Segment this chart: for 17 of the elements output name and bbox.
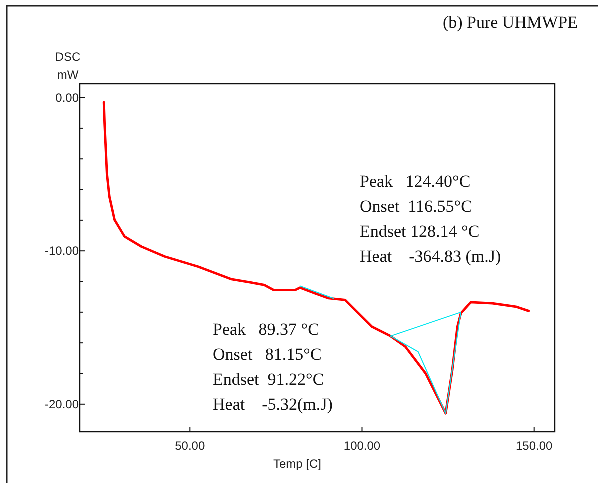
annotation: Peak 124.40°C xyxy=(360,172,471,191)
y-tick-label: -20.00 xyxy=(44,397,80,412)
annotation: Endset 128.14 °C xyxy=(360,222,480,241)
y-axis-title: DSC mW xyxy=(55,50,81,82)
chart-title: (b) Pure UHMWPE xyxy=(442,13,578,32)
x-tick-label: 150.00 xyxy=(516,439,554,453)
annotation: Heat -364.83 (m.J) xyxy=(360,247,502,266)
y-tick-label: -10.00 xyxy=(44,244,80,258)
annotation: Peak 89.37 °C xyxy=(213,320,320,339)
annotation: Onset 81.15°C xyxy=(213,345,322,364)
x-axis-title: Temp [C] xyxy=(273,457,322,471)
y-tick-label: 0.00 xyxy=(56,90,80,105)
annotation: Endset 91.22°C xyxy=(213,370,324,389)
x-tick-label: 50.00 xyxy=(175,439,206,453)
x-tick-label: 100.00 xyxy=(344,439,381,453)
annotation: Heat -5.32(m.J) xyxy=(213,395,333,414)
annotation: Onset 116.55°C xyxy=(360,197,472,216)
